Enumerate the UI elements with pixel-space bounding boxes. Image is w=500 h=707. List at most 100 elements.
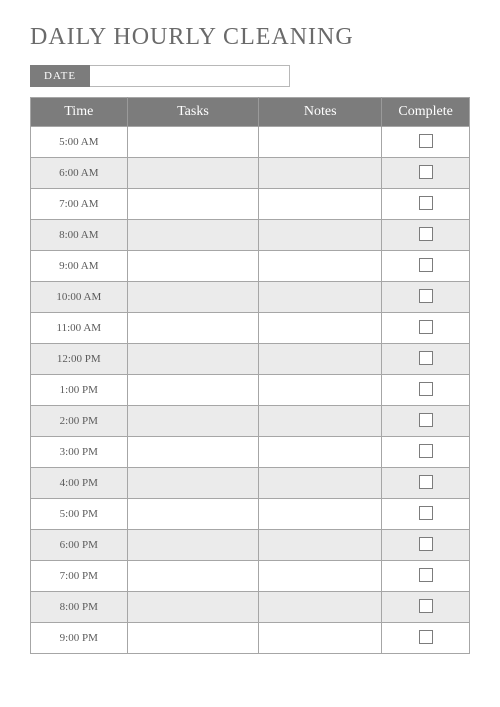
table-row: 9:00 PM: [31, 623, 470, 654]
tasks-input[interactable]: [128, 189, 259, 219]
complete-checkbox[interactable]: [419, 351, 433, 365]
complete-cell: [382, 158, 470, 189]
table-row: 6:00 PM: [31, 530, 470, 561]
tasks-cell: [127, 344, 259, 375]
time-cell: 8:00 AM: [31, 220, 128, 251]
tasks-input[interactable]: [128, 251, 259, 281]
complete-checkbox[interactable]: [419, 227, 433, 241]
complete-cell: [382, 468, 470, 499]
notes-cell: [259, 623, 382, 654]
time-cell: 10:00 AM: [31, 282, 128, 313]
time-cell: 11:00 AM: [31, 313, 128, 344]
tasks-input[interactable]: [128, 313, 259, 343]
notes-cell: [259, 375, 382, 406]
tasks-input[interactable]: [128, 437, 259, 467]
complete-checkbox[interactable]: [419, 289, 433, 303]
time-cell: 3:00 PM: [31, 437, 128, 468]
complete-cell: [382, 313, 470, 344]
tasks-input[interactable]: [128, 220, 259, 250]
tasks-input[interactable]: [128, 623, 259, 653]
col-header-complete: Complete: [382, 98, 470, 127]
complete-checkbox[interactable]: [419, 165, 433, 179]
complete-checkbox[interactable]: [419, 537, 433, 551]
notes-input[interactable]: [259, 499, 381, 529]
complete-checkbox[interactable]: [419, 134, 433, 148]
complete-checkbox[interactable]: [419, 506, 433, 520]
table-row: 9:00 AM: [31, 251, 470, 282]
date-label: DATE: [30, 65, 90, 87]
complete-cell: [382, 375, 470, 406]
tasks-cell: [127, 623, 259, 654]
complete-checkbox[interactable]: [419, 599, 433, 613]
tasks-cell: [127, 561, 259, 592]
complete-cell: [382, 344, 470, 375]
complete-checkbox[interactable]: [419, 444, 433, 458]
complete-checkbox[interactable]: [419, 320, 433, 334]
tasks-cell: [127, 220, 259, 251]
table-row: 2:00 PM: [31, 406, 470, 437]
table-row: 5:00 PM: [31, 499, 470, 530]
tasks-input[interactable]: [128, 375, 259, 405]
page-title: DAILY HOURLY CLEANING: [30, 24, 470, 51]
table-row: 8:00 PM: [31, 592, 470, 623]
notes-input[interactable]: [259, 623, 381, 653]
notes-input[interactable]: [259, 592, 381, 622]
complete-cell: [382, 251, 470, 282]
tasks-input[interactable]: [128, 499, 259, 529]
notes-cell: [259, 437, 382, 468]
notes-input[interactable]: [259, 220, 381, 250]
date-input-wrap: [90, 65, 290, 87]
notes-input[interactable]: [259, 437, 381, 467]
complete-checkbox[interactable]: [419, 475, 433, 489]
notes-input[interactable]: [259, 406, 381, 436]
time-cell: 5:00 PM: [31, 499, 128, 530]
complete-cell: [382, 220, 470, 251]
tasks-cell: [127, 158, 259, 189]
notes-input[interactable]: [259, 468, 381, 498]
table-row: 7:00 AM: [31, 189, 470, 220]
table-row: 8:00 AM: [31, 220, 470, 251]
tasks-input[interactable]: [128, 592, 259, 622]
complete-checkbox[interactable]: [419, 568, 433, 582]
tasks-input[interactable]: [128, 468, 259, 498]
complete-checkbox[interactable]: [419, 630, 433, 644]
notes-input[interactable]: [259, 189, 381, 219]
tasks-cell: [127, 468, 259, 499]
complete-cell: [382, 592, 470, 623]
tasks-cell: [127, 127, 259, 158]
notes-input[interactable]: [259, 251, 381, 281]
tasks-input[interactable]: [128, 561, 259, 591]
table-row: 1:00 PM: [31, 375, 470, 406]
notes-input[interactable]: [259, 127, 381, 157]
notes-input[interactable]: [259, 344, 381, 374]
notes-input[interactable]: [259, 313, 381, 343]
notes-input[interactable]: [259, 561, 381, 591]
notes-cell: [259, 158, 382, 189]
tasks-input[interactable]: [128, 158, 259, 188]
date-input[interactable]: [90, 66, 289, 86]
complete-checkbox[interactable]: [419, 382, 433, 396]
complete-cell: [382, 561, 470, 592]
tasks-input[interactable]: [128, 406, 259, 436]
complete-checkbox[interactable]: [419, 413, 433, 427]
time-cell: 6:00 PM: [31, 530, 128, 561]
table-row: 4:00 PM: [31, 468, 470, 499]
tasks-input[interactable]: [128, 282, 259, 312]
notes-cell: [259, 406, 382, 437]
notes-input[interactable]: [259, 530, 381, 560]
notes-input[interactable]: [259, 158, 381, 188]
time-cell: 2:00 PM: [31, 406, 128, 437]
time-cell: 1:00 PM: [31, 375, 128, 406]
tasks-cell: [127, 282, 259, 313]
notes-input[interactable]: [259, 375, 381, 405]
notes-cell: [259, 127, 382, 158]
tasks-cell: [127, 406, 259, 437]
notes-cell: [259, 251, 382, 282]
tasks-input[interactable]: [128, 530, 259, 560]
notes-input[interactable]: [259, 282, 381, 312]
tasks-input[interactable]: [128, 344, 259, 374]
tasks-input[interactable]: [128, 127, 259, 157]
complete-checkbox[interactable]: [419, 258, 433, 272]
notes-cell: [259, 313, 382, 344]
complete-checkbox[interactable]: [419, 196, 433, 210]
